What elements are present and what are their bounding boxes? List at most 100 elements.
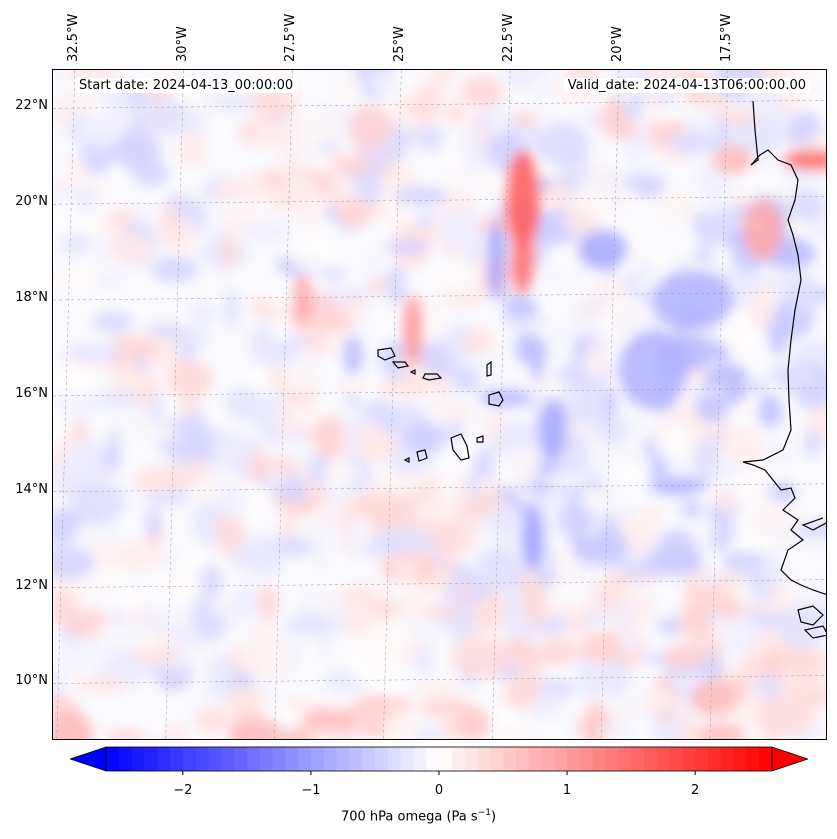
latitude-label: 10°N (15, 673, 48, 689)
descent-blob (371, 71, 390, 93)
ascent-blob (640, 688, 672, 713)
colorbar-label-exponent: −1 (477, 808, 491, 818)
descent-blob (215, 598, 264, 625)
colorbar-segment (618, 747, 632, 771)
descent-blob (521, 510, 545, 570)
descent-blob (514, 334, 547, 365)
colorbar-segment (503, 747, 517, 771)
descent-blob (599, 719, 637, 739)
ascent-blob (619, 445, 652, 482)
descent-blob (578, 230, 628, 270)
descent-blob (562, 718, 579, 738)
ascent-blob (581, 486, 609, 512)
colorbar-label-close: ) (490, 809, 497, 825)
colorbar-segment (451, 747, 466, 771)
island-fogo (416, 449, 428, 462)
ascent-blob (434, 376, 451, 395)
ascent-blob (63, 262, 101, 291)
colorbar-segment (669, 747, 683, 771)
ascent-blob (730, 192, 752, 210)
descent-blob (223, 287, 240, 329)
ascent-blob (133, 466, 193, 496)
descent-blob (110, 579, 168, 592)
meridian-gridline (491, 70, 511, 739)
descent-blob (666, 132, 727, 155)
ascent-blob (324, 460, 357, 487)
ascent-blob (66, 70, 121, 78)
colorbar-extend-high (771, 746, 808, 772)
descent-blob (538, 400, 568, 460)
descent-blob (632, 261, 659, 287)
ascent-blob (226, 686, 265, 719)
colorbar-segment (554, 747, 568, 771)
colorbar-segment (208, 747, 222, 771)
ascent-blob (230, 716, 287, 739)
meridian-gridline (165, 70, 184, 739)
descent-blob (503, 601, 528, 637)
ascent-blob (505, 150, 541, 250)
descent-blob (619, 561, 658, 581)
ascent-blob (713, 145, 753, 175)
descent-blob (208, 94, 257, 112)
colorbar-segment (195, 747, 209, 771)
colorbar-segment (759, 747, 773, 771)
colorbar-segment (131, 747, 145, 771)
descent-blob (241, 220, 294, 243)
descent-blob (394, 185, 449, 207)
descent-blob (421, 434, 442, 456)
map-panel (52, 69, 827, 740)
ascent-blob (109, 366, 148, 395)
ascent-blob (521, 579, 547, 626)
island-brava (403, 457, 410, 463)
ascent-blob (719, 595, 743, 620)
descent-blob (384, 239, 431, 255)
colorbar-segment (656, 747, 671, 771)
ascent-blob (597, 296, 654, 345)
colorbar-segment (541, 747, 555, 771)
longitude-label: 20°W (610, 26, 625, 62)
descent-blob (742, 379, 771, 396)
descent-blob (373, 526, 434, 555)
island-sao-vicente (391, 361, 410, 369)
descent-blob (707, 342, 731, 361)
colorbar-segment (246, 747, 261, 771)
descent-blob (120, 405, 152, 453)
descent-blob (757, 394, 783, 429)
descent-blob (66, 439, 105, 486)
ascent-blob (85, 569, 125, 585)
ascent-blob (413, 495, 461, 525)
ascent-blob (108, 231, 155, 266)
ascent-blob (53, 588, 78, 628)
descent-blob (546, 330, 565, 353)
ascent-blob (578, 174, 638, 220)
descent-blob (802, 429, 823, 457)
descent-blob (70, 479, 125, 526)
ascent-blob (284, 174, 319, 210)
descent-blob (618, 330, 688, 410)
colorbar-segment (464, 747, 478, 771)
descent-blob (776, 604, 826, 651)
descent-blob (534, 121, 590, 167)
descent-blob (564, 564, 616, 582)
ascent-blob (723, 309, 763, 356)
latitude-label: 12°N (15, 577, 48, 593)
africa-coastline (742, 100, 826, 595)
descent-blob (360, 244, 383, 286)
latitude-label: 18°N (15, 290, 48, 306)
ascent-blob (277, 397, 297, 446)
descent-blob (693, 393, 727, 421)
ascent-blob (724, 426, 766, 469)
ascent-blob (279, 511, 299, 545)
descent-blob (656, 479, 699, 493)
ascent-blob (53, 711, 94, 739)
colorbar-tick-label: 2 (691, 783, 700, 798)
descent-blob (408, 127, 446, 142)
colorbar-extend-low (70, 746, 107, 772)
colorbar-segment (157, 747, 171, 771)
descent-blob (102, 445, 120, 475)
ascent-blob (435, 262, 482, 295)
descent-blob (679, 500, 703, 517)
ascent-blob (376, 379, 434, 397)
ascent-blob (504, 671, 540, 707)
ascent-blob (329, 151, 356, 177)
